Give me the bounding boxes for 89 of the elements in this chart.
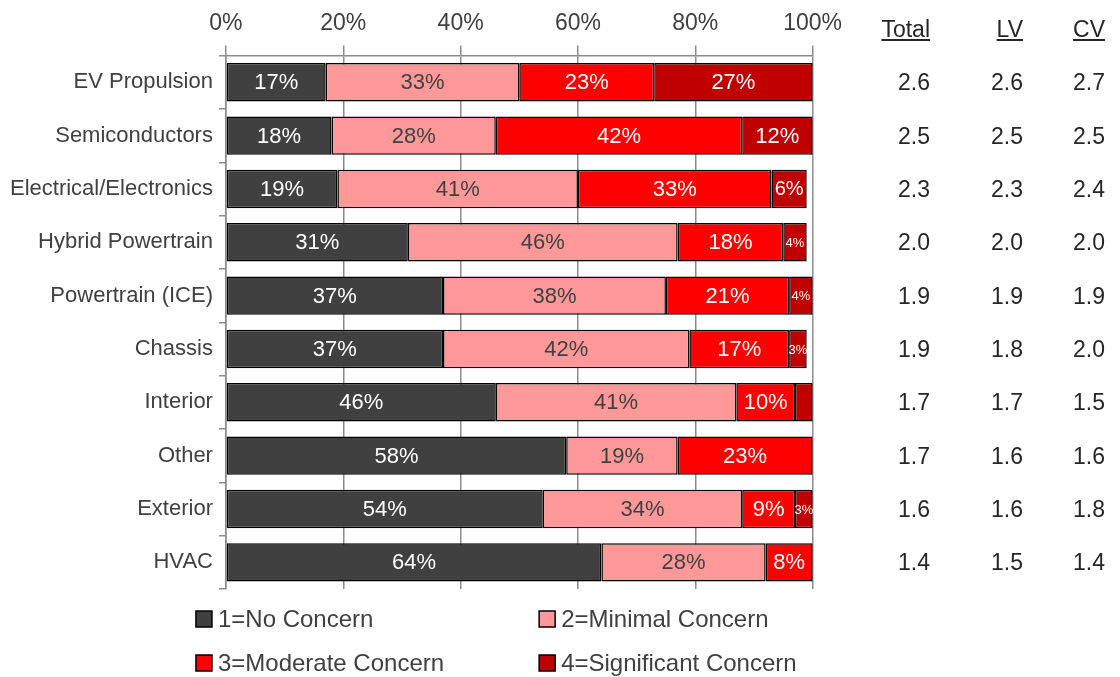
data-label: 54% xyxy=(362,496,407,522)
y-tick-label: Powertrain (ICE) xyxy=(50,281,213,307)
data-label: 42% xyxy=(596,122,642,148)
y-tick-label: Chassis xyxy=(134,335,213,361)
x-tick-label: 20% xyxy=(320,9,367,36)
legend-label: 1=No Concern xyxy=(217,604,374,632)
data-label: 21% xyxy=(705,282,750,308)
y-tick-label: Hybrid Powertrain xyxy=(38,228,213,254)
data-label: 2.0 xyxy=(1073,335,1105,362)
data-label: 19% xyxy=(260,176,305,202)
data-label: 1.8 xyxy=(991,335,1023,362)
x-tick-label: 80% xyxy=(672,9,719,36)
legend-label: 2=Minimal Concern xyxy=(561,604,769,632)
y-tick-label: EV Propulsion xyxy=(73,68,213,94)
data-label: 1.6 xyxy=(1073,442,1105,469)
data-label: 2.3 xyxy=(991,175,1023,202)
data-label: 38% xyxy=(532,282,577,308)
data-label: 3% xyxy=(788,341,808,357)
data-label: 19% xyxy=(599,442,644,468)
data-label: 1.7 xyxy=(898,442,930,469)
data-label: 2.0 xyxy=(898,229,930,256)
data-label: 1.7 xyxy=(898,389,930,416)
data-label: 2.5 xyxy=(898,122,930,149)
data-label: 64% xyxy=(392,549,437,575)
data-label: 27% xyxy=(711,69,756,95)
data-label: 33% xyxy=(652,176,697,202)
x-tick-label: LV xyxy=(996,15,1023,42)
data-label: 28% xyxy=(661,549,706,575)
data-label: 17% xyxy=(254,69,299,95)
data-label: 28% xyxy=(391,122,436,148)
data-label: 1.5 xyxy=(991,549,1023,576)
x-tick-label: Total xyxy=(881,15,930,42)
data-label: 6% xyxy=(774,177,804,200)
data-label: 2.7 xyxy=(1073,69,1105,96)
data-label: 2.3 xyxy=(898,175,930,202)
data-label: 1.8 xyxy=(1073,495,1105,522)
data-label: 37% xyxy=(312,336,357,362)
data-label: 1.9 xyxy=(1073,282,1105,309)
data-label: 1.9 xyxy=(991,282,1023,309)
data-label: 8% xyxy=(773,549,806,575)
data-label: 37% xyxy=(312,282,357,308)
data-label: 23% xyxy=(723,442,768,468)
x-tick-label: 40% xyxy=(437,9,484,36)
data-label: 12% xyxy=(755,122,800,148)
y-tick-label: Other xyxy=(157,441,213,467)
data-label: 31% xyxy=(295,229,340,255)
data-label: 10% xyxy=(743,389,788,415)
data-label: 2.5 xyxy=(991,122,1023,149)
data-label: 41% xyxy=(594,389,639,415)
y-tick-label: HVAC xyxy=(153,548,214,574)
data-label: 33% xyxy=(400,69,445,95)
x-tick-label: 100% xyxy=(783,9,842,36)
data-label: 2.6 xyxy=(898,69,930,96)
y-tick-label: Interior xyxy=(144,388,213,414)
data-label: 18% xyxy=(257,122,302,148)
data-label: 41% xyxy=(435,176,480,202)
data-label: 58% xyxy=(374,442,419,468)
data-label: 23% xyxy=(564,69,609,95)
data-label: 42% xyxy=(544,336,589,362)
data-label: 1.7 xyxy=(991,389,1023,416)
y-tick-label: Semiconductors xyxy=(55,121,213,147)
data-label: 4% xyxy=(785,234,805,250)
data-label: 34% xyxy=(620,496,665,522)
x-tick-label: 60% xyxy=(554,9,601,36)
x-tick-label: CV xyxy=(1073,15,1105,42)
data-label: 17% xyxy=(717,336,762,362)
data-label: 46% xyxy=(339,389,384,415)
data-label: 2.0 xyxy=(1073,229,1105,256)
data-label: 1.5 xyxy=(1073,389,1105,416)
data-label: 2.4 xyxy=(1073,175,1105,202)
data-label: 1.4 xyxy=(898,549,930,576)
data-label: 2.0 xyxy=(991,229,1023,256)
data-label: 4% xyxy=(791,288,811,304)
data-label: 1.9 xyxy=(898,282,930,309)
legend-label: 4=Significant Concern xyxy=(561,648,797,676)
data-label: 1.9 xyxy=(898,335,930,362)
data-label: 9% xyxy=(752,496,785,522)
data-label: 1.4 xyxy=(1073,549,1105,576)
data-label: 1.6 xyxy=(991,495,1023,522)
data-label: 18% xyxy=(708,229,753,255)
y-tick-label: Exterior xyxy=(137,495,213,521)
data-label: 46% xyxy=(520,229,565,255)
data-label: 1.6 xyxy=(898,495,930,522)
data-label: 2.6 xyxy=(991,69,1023,96)
data-label: 1.6 xyxy=(991,442,1023,469)
x-tick-label: 0% xyxy=(209,9,243,36)
data-label: 2.5 xyxy=(1073,122,1105,149)
y-tick-label: Electrical/Electronics xyxy=(10,175,213,201)
legend-label: 3=Moderate Concern xyxy=(217,648,445,676)
